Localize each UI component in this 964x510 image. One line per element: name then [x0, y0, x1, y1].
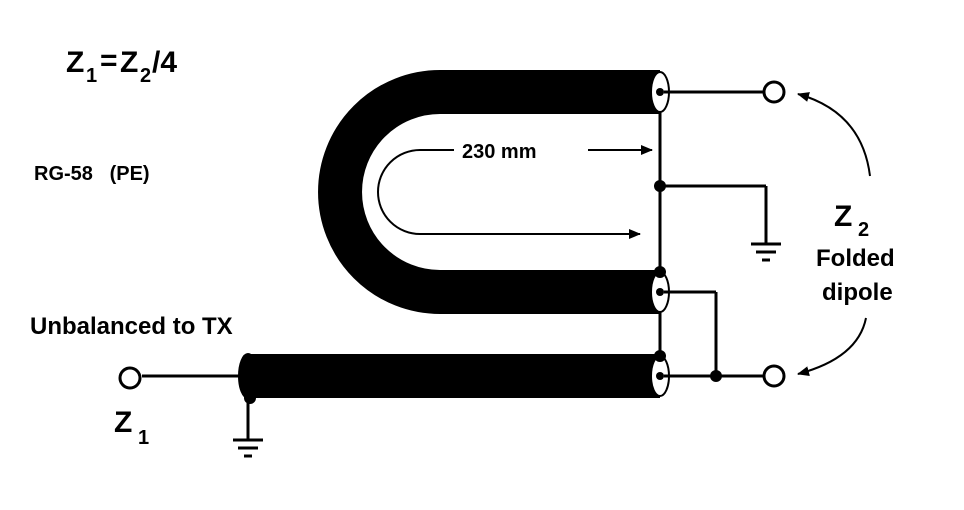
formula-z1: Z — [66, 46, 84, 79]
u-shaped-coax-cable — [318, 70, 660, 314]
z2-label: Z 2 — [834, 200, 869, 241]
junction-output — [710, 370, 722, 382]
dipole-terminal-upper — [762, 80, 786, 104]
dipole-label: dipole — [822, 279, 893, 306]
formula-divisor: /4 — [152, 46, 177, 79]
length-label: 230 mm — [462, 141, 537, 163]
formula-z1-subscript: 1 — [86, 65, 97, 87]
input-terminal — [118, 366, 142, 390]
z2-subscript: 2 — [858, 219, 869, 241]
dipole-terminal-lower — [762, 364, 786, 388]
ground-icon — [233, 438, 263, 458]
length-dimension: 230 mm — [377, 136, 653, 239]
impedance-formula: Z 1 = Z 2 /4 — [66, 44, 177, 87]
formula-equals: = — [100, 44, 118, 77]
ground-icon — [751, 242, 781, 262]
junction-ground-tap — [654, 180, 666, 192]
junction-input-shield — [244, 392, 256, 404]
formula-z2: Z — [120, 46, 138, 79]
coax-end-left — [238, 353, 258, 399]
z1-label: Z 1 — [114, 406, 149, 449]
z2-letter: Z — [834, 200, 852, 233]
junction-shield-bottom — [654, 350, 666, 362]
z1-letter: Z — [114, 406, 132, 439]
unbalanced-label: Unbalanced to TX — [30, 313, 233, 340]
pointer-arrow-lower — [797, 317, 867, 376]
formula-z2-subscript: 2 — [140, 65, 151, 87]
cable-type-label: RG-58 (PE) — [34, 163, 150, 185]
junction-shield-middle — [654, 266, 666, 278]
pointer-arrow-upper — [797, 92, 871, 177]
z1-subscript: 1 — [138, 427, 149, 449]
folded-label: Folded — [816, 245, 895, 272]
